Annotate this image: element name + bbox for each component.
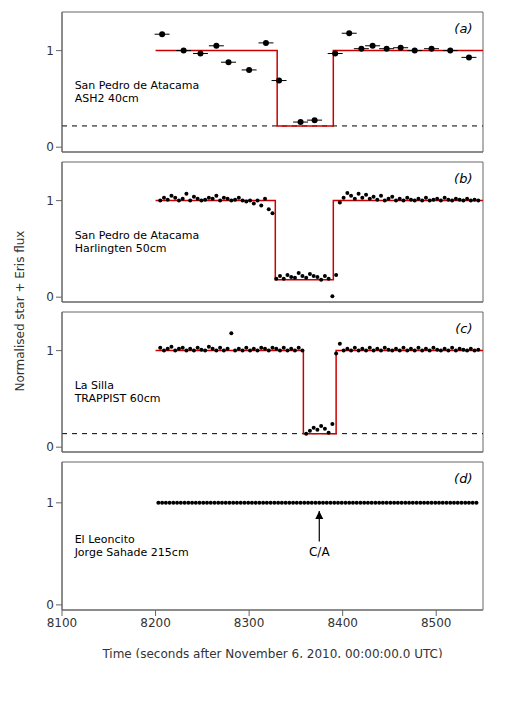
svg-text:0: 0 [46,440,54,454]
html-text:Harlingten 50cm: Harlingten 50cm [74,242,167,256]
html-text:TRAPPIST 60cm: TRAPPIST 60cm [74,392,161,406]
svg-text:8400: 8400 [327,616,358,630]
html-text:San Pedro de Atacama: San Pedro de Atacama [74,79,200,93]
html-text:El Leoncito: El Leoncito [74,533,135,546]
html-text:Jorge Sahade 215cm: Jorge Sahade 215cm [74,546,189,560]
svg-text:8300: 8300 [234,616,265,630]
html-text:(b): (b) [454,170,473,186]
html-text:La Silla: La Silla [74,379,114,393]
svg-text:0: 0 [46,290,54,304]
svg-text:0: 0 [46,598,54,612]
svg-text:Normalised star + Eris flux: Normalised star + Eris flux [13,231,27,392]
svg-text:Time (seconds after November 6: Time (seconds after November 6, 2010, 00… [101,647,442,658]
svg-text:1: 1 [46,496,54,510]
svg-text:1: 1 [46,344,54,358]
svg-text:8100: 8100 [47,616,78,630]
svg-text:0: 0 [46,140,54,154]
svg-text:8500: 8500 [421,616,452,630]
html-text:(c): (c) [455,320,473,336]
svg-text:1: 1 [46,194,54,208]
svg-text:C/A: C/A [309,545,330,559]
html-text:(d): (d) [454,471,473,487]
html-text:San Pedro de Atacama: San Pedro de Atacama [74,229,200,243]
svg-text:1: 1 [46,44,54,58]
html-text:(a): (a) [454,20,473,36]
html-text:ASH2 40cm: ASH2 40cm [74,92,139,106]
svg-text:8200: 8200 [140,616,171,630]
